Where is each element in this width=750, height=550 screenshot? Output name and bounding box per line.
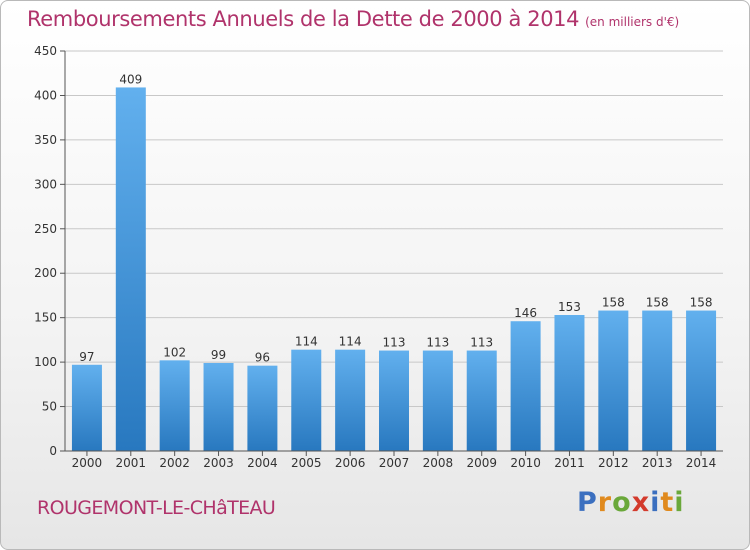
y-tick-label: 150 <box>34 311 57 325</box>
data-label: 114 <box>295 335 318 349</box>
y-tick-label: 200 <box>34 266 57 280</box>
y-tick-label: 50 <box>42 400 57 414</box>
x-tick-label: 2013 <box>642 456 673 470</box>
chart-title-text: Remboursements Annuels de la Dette de 20… <box>27 7 580 31</box>
x-tick-label: 2010 <box>510 456 541 470</box>
chart-unit: (en milliers d'€) <box>585 15 680 29</box>
chart-title: Remboursements Annuels de la Dette de 20… <box>27 7 679 31</box>
data-label: 158 <box>602 296 625 310</box>
logo-letter: t <box>660 487 675 518</box>
bar <box>598 310 629 451</box>
bar <box>335 349 366 451</box>
x-tick-label: 2008 <box>423 456 454 470</box>
x-tick-label: 2006 <box>335 456 366 470</box>
y-tick-label: 300 <box>34 177 57 191</box>
data-label: 146 <box>514 306 537 320</box>
commune-name: ROUGEMONT-LE-CHâTEAU <box>37 497 276 519</box>
x-tick-label: 2009 <box>466 456 497 470</box>
bar <box>554 315 585 451</box>
x-tick-label: 2003 <box>203 456 234 470</box>
bar <box>466 350 497 451</box>
x-tick-label: 2007 <box>379 456 410 470</box>
logo-letter: i <box>674 487 685 518</box>
y-tick-label: 0 <box>49 444 57 458</box>
data-label: 99 <box>211 348 226 362</box>
logo-letter: x <box>631 487 651 518</box>
bar <box>247 365 278 451</box>
logo-letter: o <box>612 487 632 518</box>
x-tick-label: 2005 <box>291 456 322 470</box>
logo-letter: r <box>597 487 613 518</box>
data-label: 113 <box>383 336 406 350</box>
data-label: 114 <box>339 335 362 349</box>
x-tick-label: 2014 <box>686 456 717 470</box>
data-label: 113 <box>426 336 449 350</box>
x-tick-label: 2012 <box>598 456 629 470</box>
data-label: 153 <box>558 300 581 314</box>
y-tick-label: 250 <box>34 222 57 236</box>
bar <box>71 364 102 451</box>
bar <box>422 350 453 451</box>
bar <box>686 310 717 451</box>
x-tick-label: 2000 <box>72 456 103 470</box>
data-label: 96 <box>255 351 270 365</box>
data-label: 409 <box>119 72 142 86</box>
logo-letter: P <box>577 487 598 518</box>
x-tick-label: 2001 <box>116 456 147 470</box>
data-label: 97 <box>79 350 94 364</box>
x-tick-label: 2004 <box>247 456 278 470</box>
bar <box>115 87 146 451</box>
y-tick-label: 100 <box>34 355 57 369</box>
bar <box>291 349 322 451</box>
data-label: 158 <box>690 296 713 310</box>
data-label: 113 <box>470 336 493 350</box>
bar <box>203 363 234 451</box>
bar <box>642 310 673 451</box>
proxiti-logo: Proxiti <box>577 487 685 518</box>
data-label: 102 <box>163 345 186 359</box>
bar <box>159 360 190 451</box>
y-tick-label: 400 <box>34 88 57 102</box>
x-tick-label: 2011 <box>554 456 585 470</box>
logo-letter: i <box>650 487 661 518</box>
x-tick-label: 2002 <box>159 456 190 470</box>
data-label: 158 <box>646 296 669 310</box>
y-tick-label: 450 <box>34 44 57 58</box>
y-tick-label: 350 <box>34 133 57 147</box>
bar <box>379 350 409 451</box>
bar <box>510 321 541 451</box>
